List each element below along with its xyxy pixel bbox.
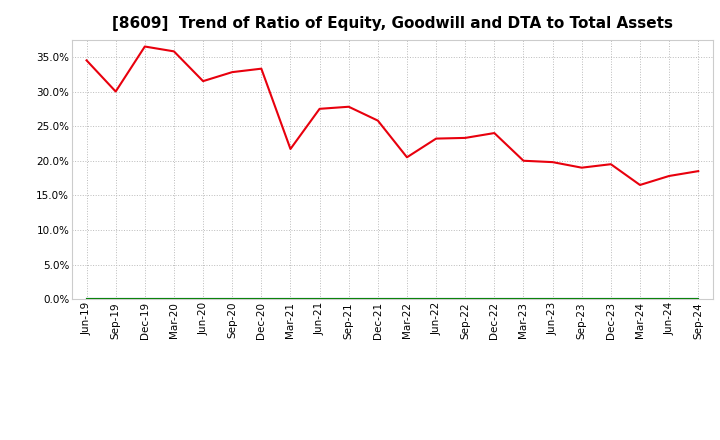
Deferred Tax Assets [170,297,179,302]
Goodwill [432,297,441,302]
Title: [8609]  Trend of Ratio of Equity, Goodwill and DTA to Total Assets: [8609] Trend of Ratio of Equity, Goodwil… [112,16,673,32]
Deferred Tax Assets [636,297,644,302]
Equity [112,89,120,94]
Goodwill [490,297,499,302]
Goodwill [374,297,382,302]
Equity [461,135,469,140]
Equity [548,159,557,165]
Goodwill [606,297,615,302]
Deferred Tax Assets [665,297,673,302]
Equity [344,104,353,110]
Equity [140,44,149,49]
Deferred Tax Assets [519,297,528,302]
Deferred Tax Assets [82,297,91,302]
Goodwill [199,297,207,302]
Deferred Tax Assets [199,297,207,302]
Equity [374,118,382,123]
Deferred Tax Assets [606,297,615,302]
Goodwill [170,297,179,302]
Deferred Tax Assets [548,297,557,302]
Equity [199,78,207,84]
Equity [228,70,236,75]
Equity [286,147,294,152]
Goodwill [257,297,266,302]
Goodwill [228,297,236,302]
Deferred Tax Assets [257,297,266,302]
Deferred Tax Assets [286,297,294,302]
Goodwill [636,297,644,302]
Goodwill [286,297,294,302]
Deferred Tax Assets [432,297,441,302]
Equity [257,66,266,71]
Equity [432,136,441,141]
Equity [636,182,644,187]
Equity [82,58,91,63]
Equity [694,169,703,174]
Deferred Tax Assets [402,297,411,302]
Deferred Tax Assets [374,297,382,302]
Goodwill [402,297,411,302]
Deferred Tax Assets [490,297,499,302]
Deferred Tax Assets [112,297,120,302]
Goodwill [112,297,120,302]
Goodwill [461,297,469,302]
Equity [665,173,673,179]
Deferred Tax Assets [694,297,703,302]
Deferred Tax Assets [315,297,324,302]
Goodwill [665,297,673,302]
Equity [606,161,615,167]
Goodwill [344,297,353,302]
Equity [315,106,324,111]
Deferred Tax Assets [461,297,469,302]
Deferred Tax Assets [228,297,236,302]
Goodwill [140,297,149,302]
Equity [402,154,411,160]
Goodwill [519,297,528,302]
Deferred Tax Assets [140,297,149,302]
Equity [170,49,179,54]
Goodwill [315,297,324,302]
Equity [490,130,499,136]
Goodwill [694,297,703,302]
Deferred Tax Assets [344,297,353,302]
Goodwill [548,297,557,302]
Deferred Tax Assets [577,297,586,302]
Equity [519,158,528,163]
Goodwill [82,297,91,302]
Goodwill [577,297,586,302]
Line: Equity: Equity [86,47,698,185]
Equity [577,165,586,170]
